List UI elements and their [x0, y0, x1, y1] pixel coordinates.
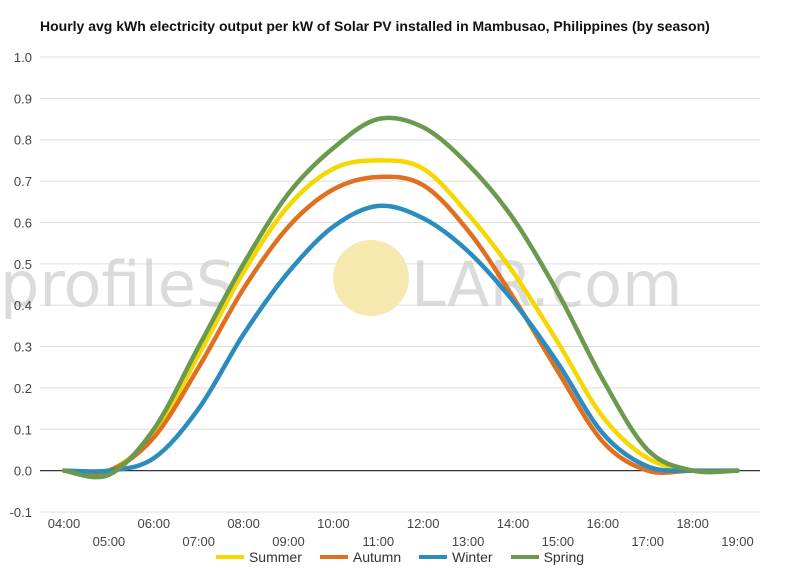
legend-swatch — [215, 555, 244, 559]
watermark-sun-icon — [333, 240, 409, 316]
y-tick-label: 0.9 — [14, 91, 32, 106]
y-tick-label: 0.1 — [14, 422, 32, 437]
y-tick-label: 0.5 — [14, 257, 32, 272]
legend-label: Autumn — [352, 549, 402, 565]
legend-item-spring[interactable]: Spring — [510, 549, 585, 565]
series-line-autumn — [61, 174, 740, 476]
x-tick-label: 15:00 — [542, 534, 575, 549]
y-tick-label: 0.4 — [14, 298, 32, 313]
x-tick-label: 12:00 — [407, 516, 440, 531]
x-tick-label: 19:00 — [721, 534, 754, 549]
grid-lines — [40, 56, 760, 513]
x-tick-label: 14:00 — [497, 516, 530, 531]
x-tick-label: 05:00 — [93, 534, 126, 549]
y-tick-label: -0.1 — [10, 505, 32, 520]
series-line-spring — [61, 115, 740, 480]
legend-label: Spring — [543, 549, 585, 565]
y-tick-label: 0.0 — [14, 464, 32, 479]
y-tick-label: 0.3 — [14, 340, 32, 355]
x-tick-label: 10:00 — [317, 516, 350, 531]
x-tick-label: 11:00 — [363, 534, 395, 549]
y-tick-label: 0.6 — [14, 215, 32, 230]
x-tick-label: 17:00 — [631, 534, 664, 549]
x-tick-label: 09:00 — [272, 534, 305, 549]
legend-swatch — [510, 555, 539, 559]
series-line-summer — [61, 158, 740, 476]
legend-item-winter[interactable]: Winter — [419, 549, 493, 565]
x-tick-label: 16:00 — [587, 516, 620, 531]
series-lines — [61, 115, 740, 480]
x-tick-label: 13:00 — [452, 534, 485, 549]
x-tick-label: 07:00 — [182, 534, 215, 549]
legend-label: Summer — [248, 549, 302, 565]
series-line-winter — [61, 203, 740, 474]
y-tick-label: 1.0 — [14, 50, 32, 65]
chart-title: Hourly avg kWh electricity output per kW… — [40, 18, 710, 34]
y-tick-label: 0.2 — [14, 381, 32, 396]
watermark-text-right: LAR.com — [411, 248, 682, 321]
watermark-text-left: profileS — [0, 248, 235, 321]
axes: -0.1 0.0 0.1 0.2 0.3 0.4 0.5 0.6 0.7 0.8 0.9 1.0 04:… — [10, 50, 760, 549]
legend-item-autumn[interactable]: Autumn — [319, 549, 402, 565]
x-tick-label: 04:00 — [48, 516, 81, 531]
legend-swatch — [319, 555, 348, 559]
x-tick-label: 08:00 — [227, 516, 260, 531]
x-tick-label: 06:00 — [138, 516, 171, 531]
x-tick-label: 18:00 — [676, 516, 709, 531]
legend-label: Winter — [452, 549, 493, 565]
legend-swatch — [419, 555, 448, 559]
legend: Summer Autumn Winter Spring — [0, 549, 800, 565]
y-tick-label: 0.8 — [14, 133, 32, 148]
y-tick-label: 0.7 — [14, 174, 32, 189]
watermark: profileS LAR.com — [0, 240, 682, 321]
legend-item-summer[interactable]: Summer — [215, 549, 302, 565]
